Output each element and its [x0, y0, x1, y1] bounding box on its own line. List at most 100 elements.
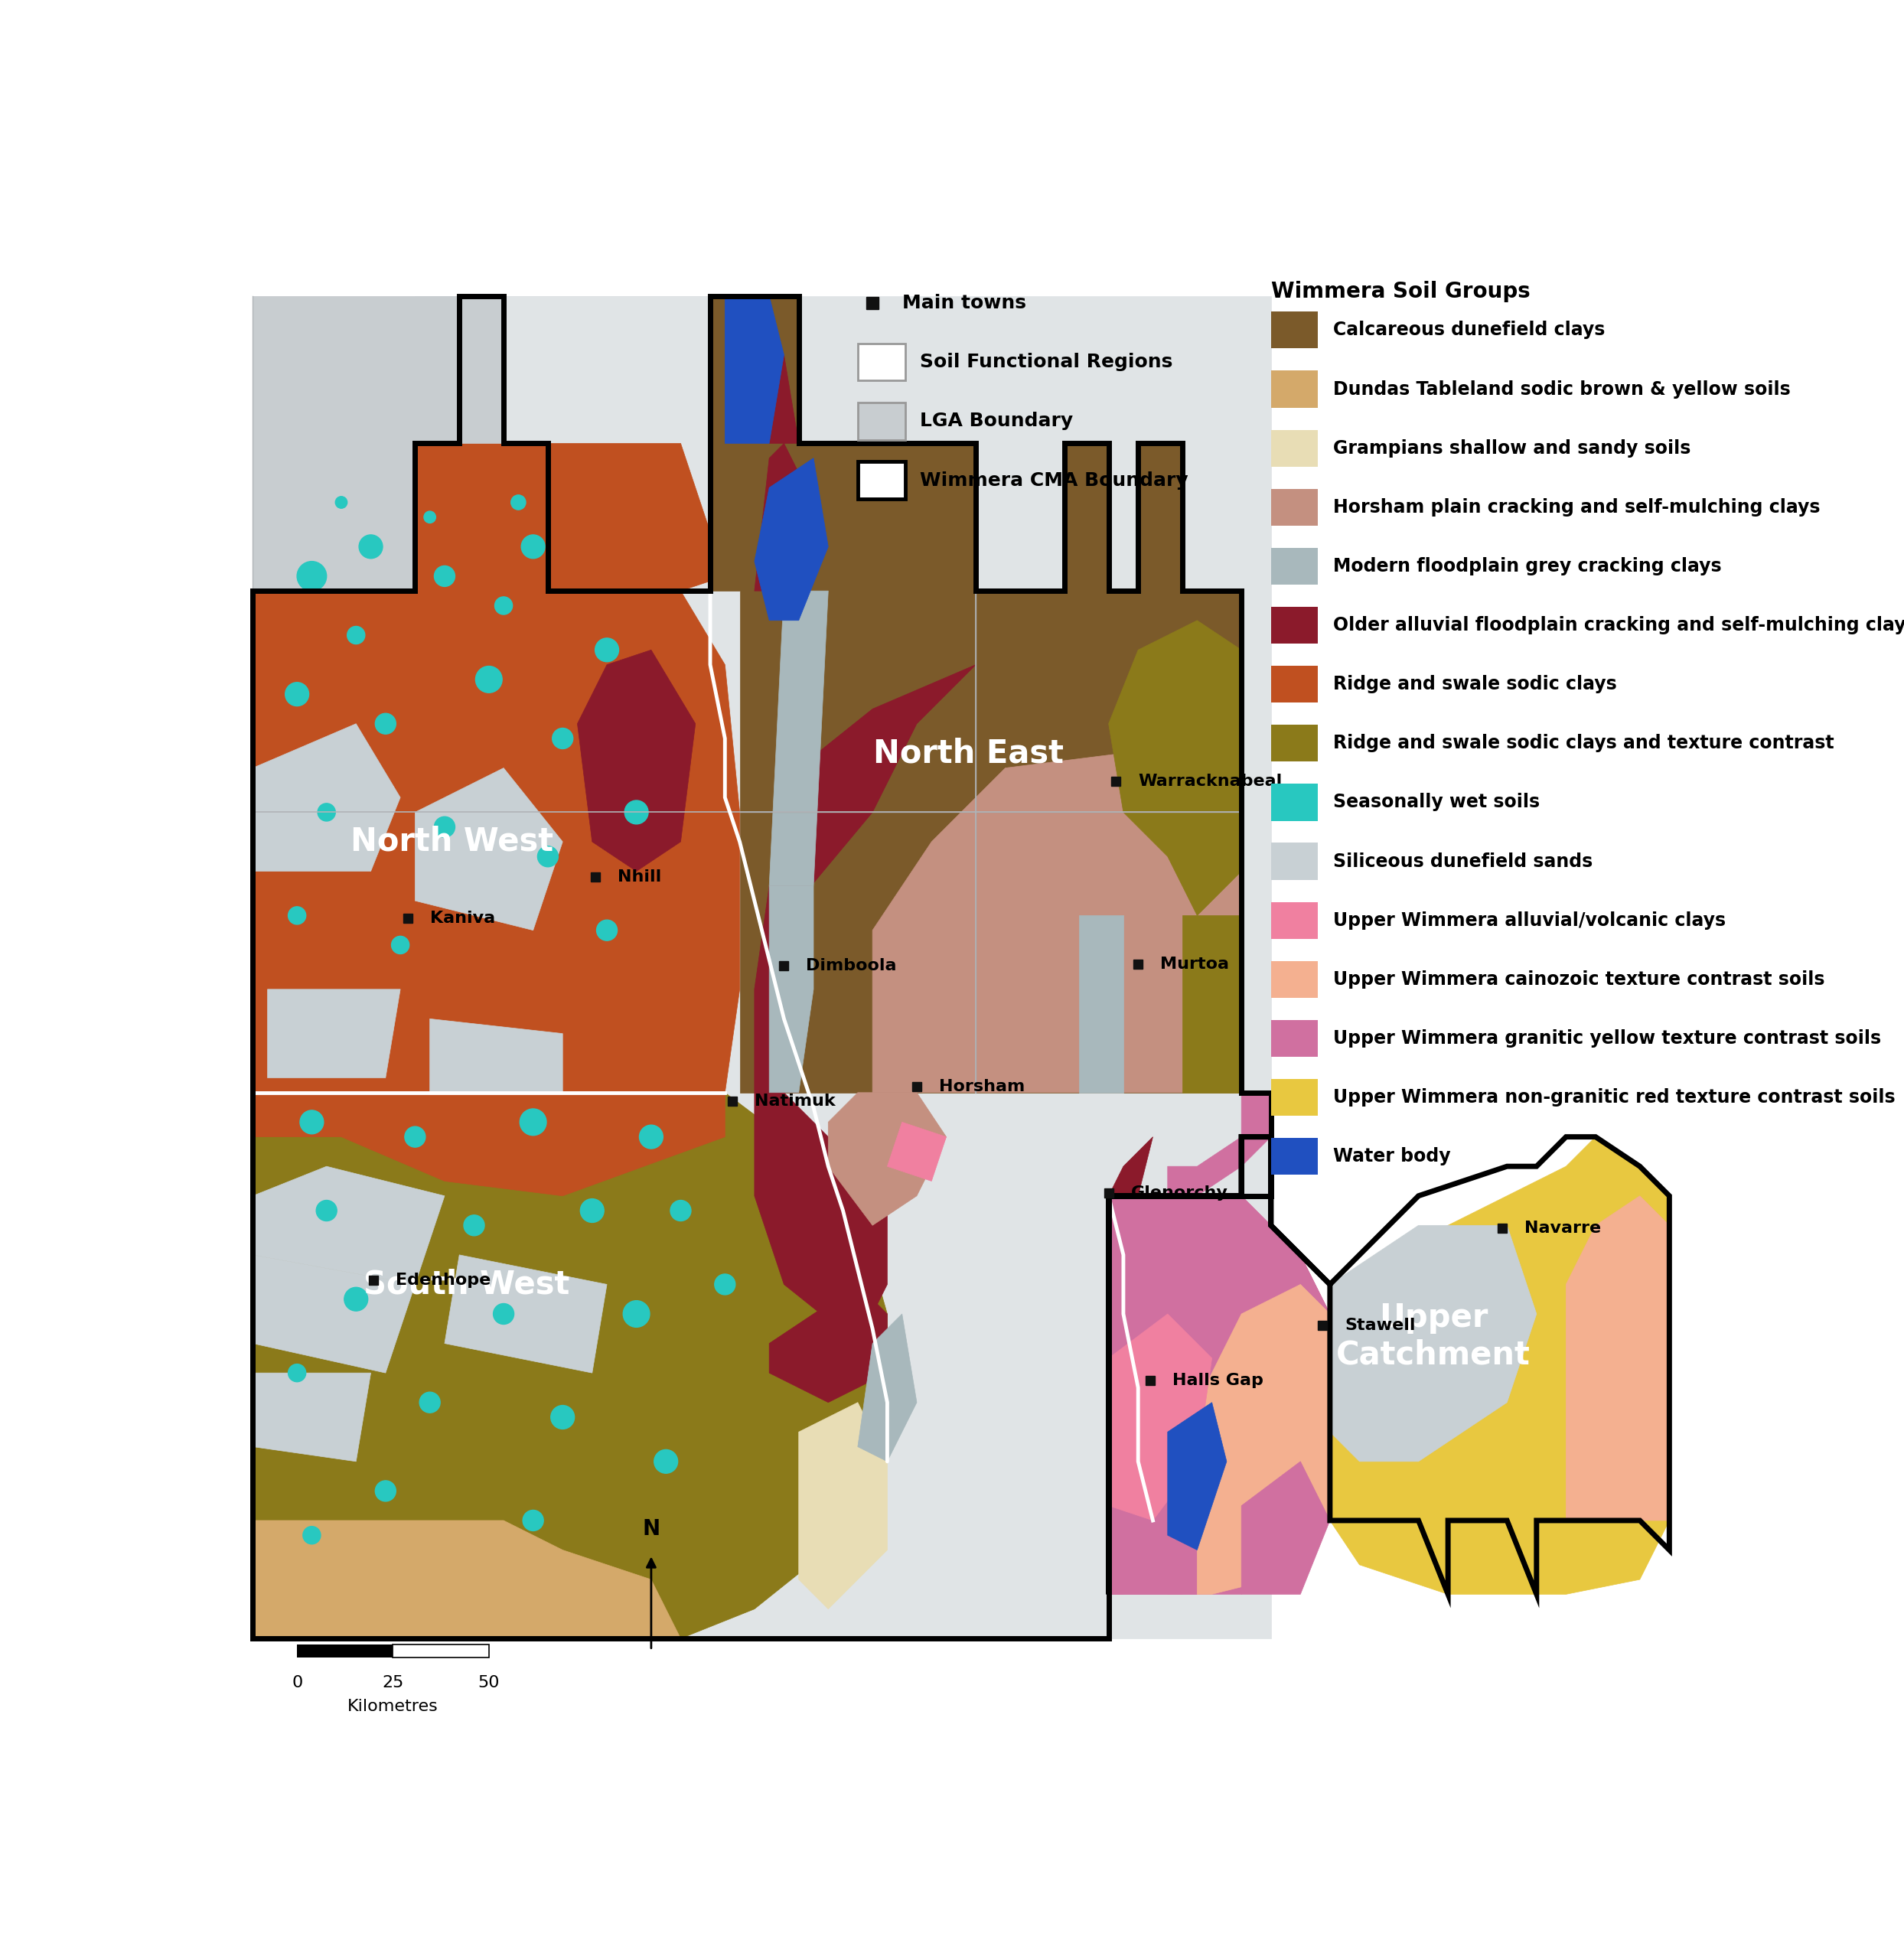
Polygon shape	[1241, 1461, 1329, 1595]
Circle shape	[625, 801, 647, 825]
Circle shape	[419, 1393, 440, 1412]
Text: Halls Gap: Halls Gap	[1173, 1373, 1262, 1389]
Text: Older alluvial floodplain cracking and self-mulching clays: Older alluvial floodplain cracking and s…	[1333, 615, 1904, 635]
Text: 25: 25	[383, 1675, 404, 1691]
Text: Soil Functional Regions: Soil Functional Regions	[920, 353, 1173, 372]
Text: South West: South West	[364, 1267, 569, 1301]
Text: 50: 50	[478, 1675, 499, 1691]
Polygon shape	[267, 989, 400, 1077]
Bar	[1272, 370, 1318, 407]
Polygon shape	[887, 1123, 946, 1181]
Bar	[297, 1644, 392, 1657]
Text: Warracknabeal: Warracknabeal	[1139, 774, 1281, 789]
Circle shape	[670, 1201, 691, 1220]
Circle shape	[550, 1405, 575, 1428]
Polygon shape	[253, 1373, 371, 1461]
Bar	[1272, 549, 1318, 584]
Text: Ridge and swale sodic clays: Ridge and swale sodic clays	[1333, 676, 1616, 693]
Circle shape	[406, 1126, 425, 1148]
Bar	[1272, 607, 1318, 645]
Circle shape	[434, 566, 455, 586]
Polygon shape	[446, 1256, 607, 1373]
Polygon shape	[710, 296, 1241, 1093]
Polygon shape	[1108, 1136, 1154, 1195]
Polygon shape	[754, 664, 977, 1093]
Circle shape	[392, 936, 409, 954]
Polygon shape	[253, 296, 1272, 1638]
Polygon shape	[1329, 1226, 1537, 1461]
Circle shape	[714, 1273, 735, 1295]
Polygon shape	[1080, 915, 1123, 1093]
Polygon shape	[253, 723, 400, 872]
Polygon shape	[253, 296, 741, 1093]
Text: Edenhope: Edenhope	[396, 1271, 491, 1287]
Polygon shape	[1567, 1195, 1670, 1520]
Polygon shape	[253, 296, 459, 592]
Polygon shape	[769, 1285, 887, 1403]
Circle shape	[286, 682, 308, 705]
Polygon shape	[769, 885, 813, 1093]
Text: N: N	[642, 1518, 661, 1540]
Bar	[1272, 1079, 1318, 1117]
Circle shape	[316, 1201, 337, 1220]
Text: Dimboola: Dimboola	[805, 958, 897, 974]
Circle shape	[335, 496, 347, 507]
Circle shape	[520, 1109, 546, 1136]
Circle shape	[655, 1450, 678, 1473]
Text: Calcareous dunefield clays: Calcareous dunefield clays	[1333, 321, 1605, 339]
Text: Stawell: Stawell	[1344, 1318, 1415, 1334]
Circle shape	[434, 817, 455, 836]
Bar	[392, 1644, 489, 1657]
Text: Natimuk: Natimuk	[754, 1093, 836, 1109]
Polygon shape	[415, 296, 503, 443]
Bar	[1272, 1021, 1318, 1056]
Polygon shape	[1167, 1403, 1226, 1550]
Bar	[1272, 842, 1318, 880]
Circle shape	[375, 1481, 396, 1501]
Circle shape	[524, 1510, 543, 1530]
Polygon shape	[253, 1093, 725, 1195]
Circle shape	[360, 535, 383, 558]
Polygon shape	[754, 458, 828, 621]
Bar	[857, 462, 904, 500]
Polygon shape	[1198, 1285, 1329, 1595]
Circle shape	[581, 1199, 604, 1222]
Circle shape	[375, 713, 396, 735]
Text: Nhill: Nhill	[617, 870, 661, 885]
Text: Main towns: Main towns	[902, 294, 1026, 311]
Polygon shape	[548, 443, 725, 592]
Bar	[1272, 429, 1318, 466]
Polygon shape	[1108, 621, 1241, 915]
Polygon shape	[253, 443, 459, 592]
Polygon shape	[1108, 1195, 1329, 1595]
Text: Kaniva: Kaniva	[430, 911, 495, 927]
Text: Kilometres: Kilometres	[348, 1698, 438, 1714]
Polygon shape	[754, 443, 800, 592]
Polygon shape	[1108, 1195, 1198, 1595]
Polygon shape	[415, 768, 564, 931]
Circle shape	[640, 1124, 663, 1148]
Circle shape	[510, 496, 526, 509]
Text: Water body: Water body	[1333, 1148, 1451, 1166]
Circle shape	[288, 907, 307, 925]
Circle shape	[476, 666, 503, 693]
Text: Seasonally wet soils: Seasonally wet soils	[1333, 793, 1540, 811]
Text: 0: 0	[291, 1675, 303, 1691]
Bar	[1272, 1138, 1318, 1175]
Circle shape	[596, 921, 617, 940]
Circle shape	[301, 1111, 324, 1134]
Text: Upper Wimmera non-granitic red texture contrast soils: Upper Wimmera non-granitic red texture c…	[1333, 1087, 1894, 1107]
Bar	[1272, 962, 1318, 997]
Text: Wimmera Soil Groups: Wimmera Soil Groups	[1272, 280, 1531, 302]
Polygon shape	[769, 355, 800, 443]
Bar	[1272, 488, 1318, 525]
Polygon shape	[1182, 915, 1241, 1093]
Text: Murtoa: Murtoa	[1160, 956, 1230, 972]
Circle shape	[493, 1303, 514, 1324]
Circle shape	[552, 729, 573, 748]
Polygon shape	[253, 1520, 682, 1638]
Text: Upper Wimmera alluvial/volcanic clays: Upper Wimmera alluvial/volcanic clays	[1333, 911, 1725, 929]
Text: North East: North East	[874, 737, 1064, 770]
Polygon shape	[253, 1166, 446, 1285]
Bar	[1272, 311, 1318, 349]
